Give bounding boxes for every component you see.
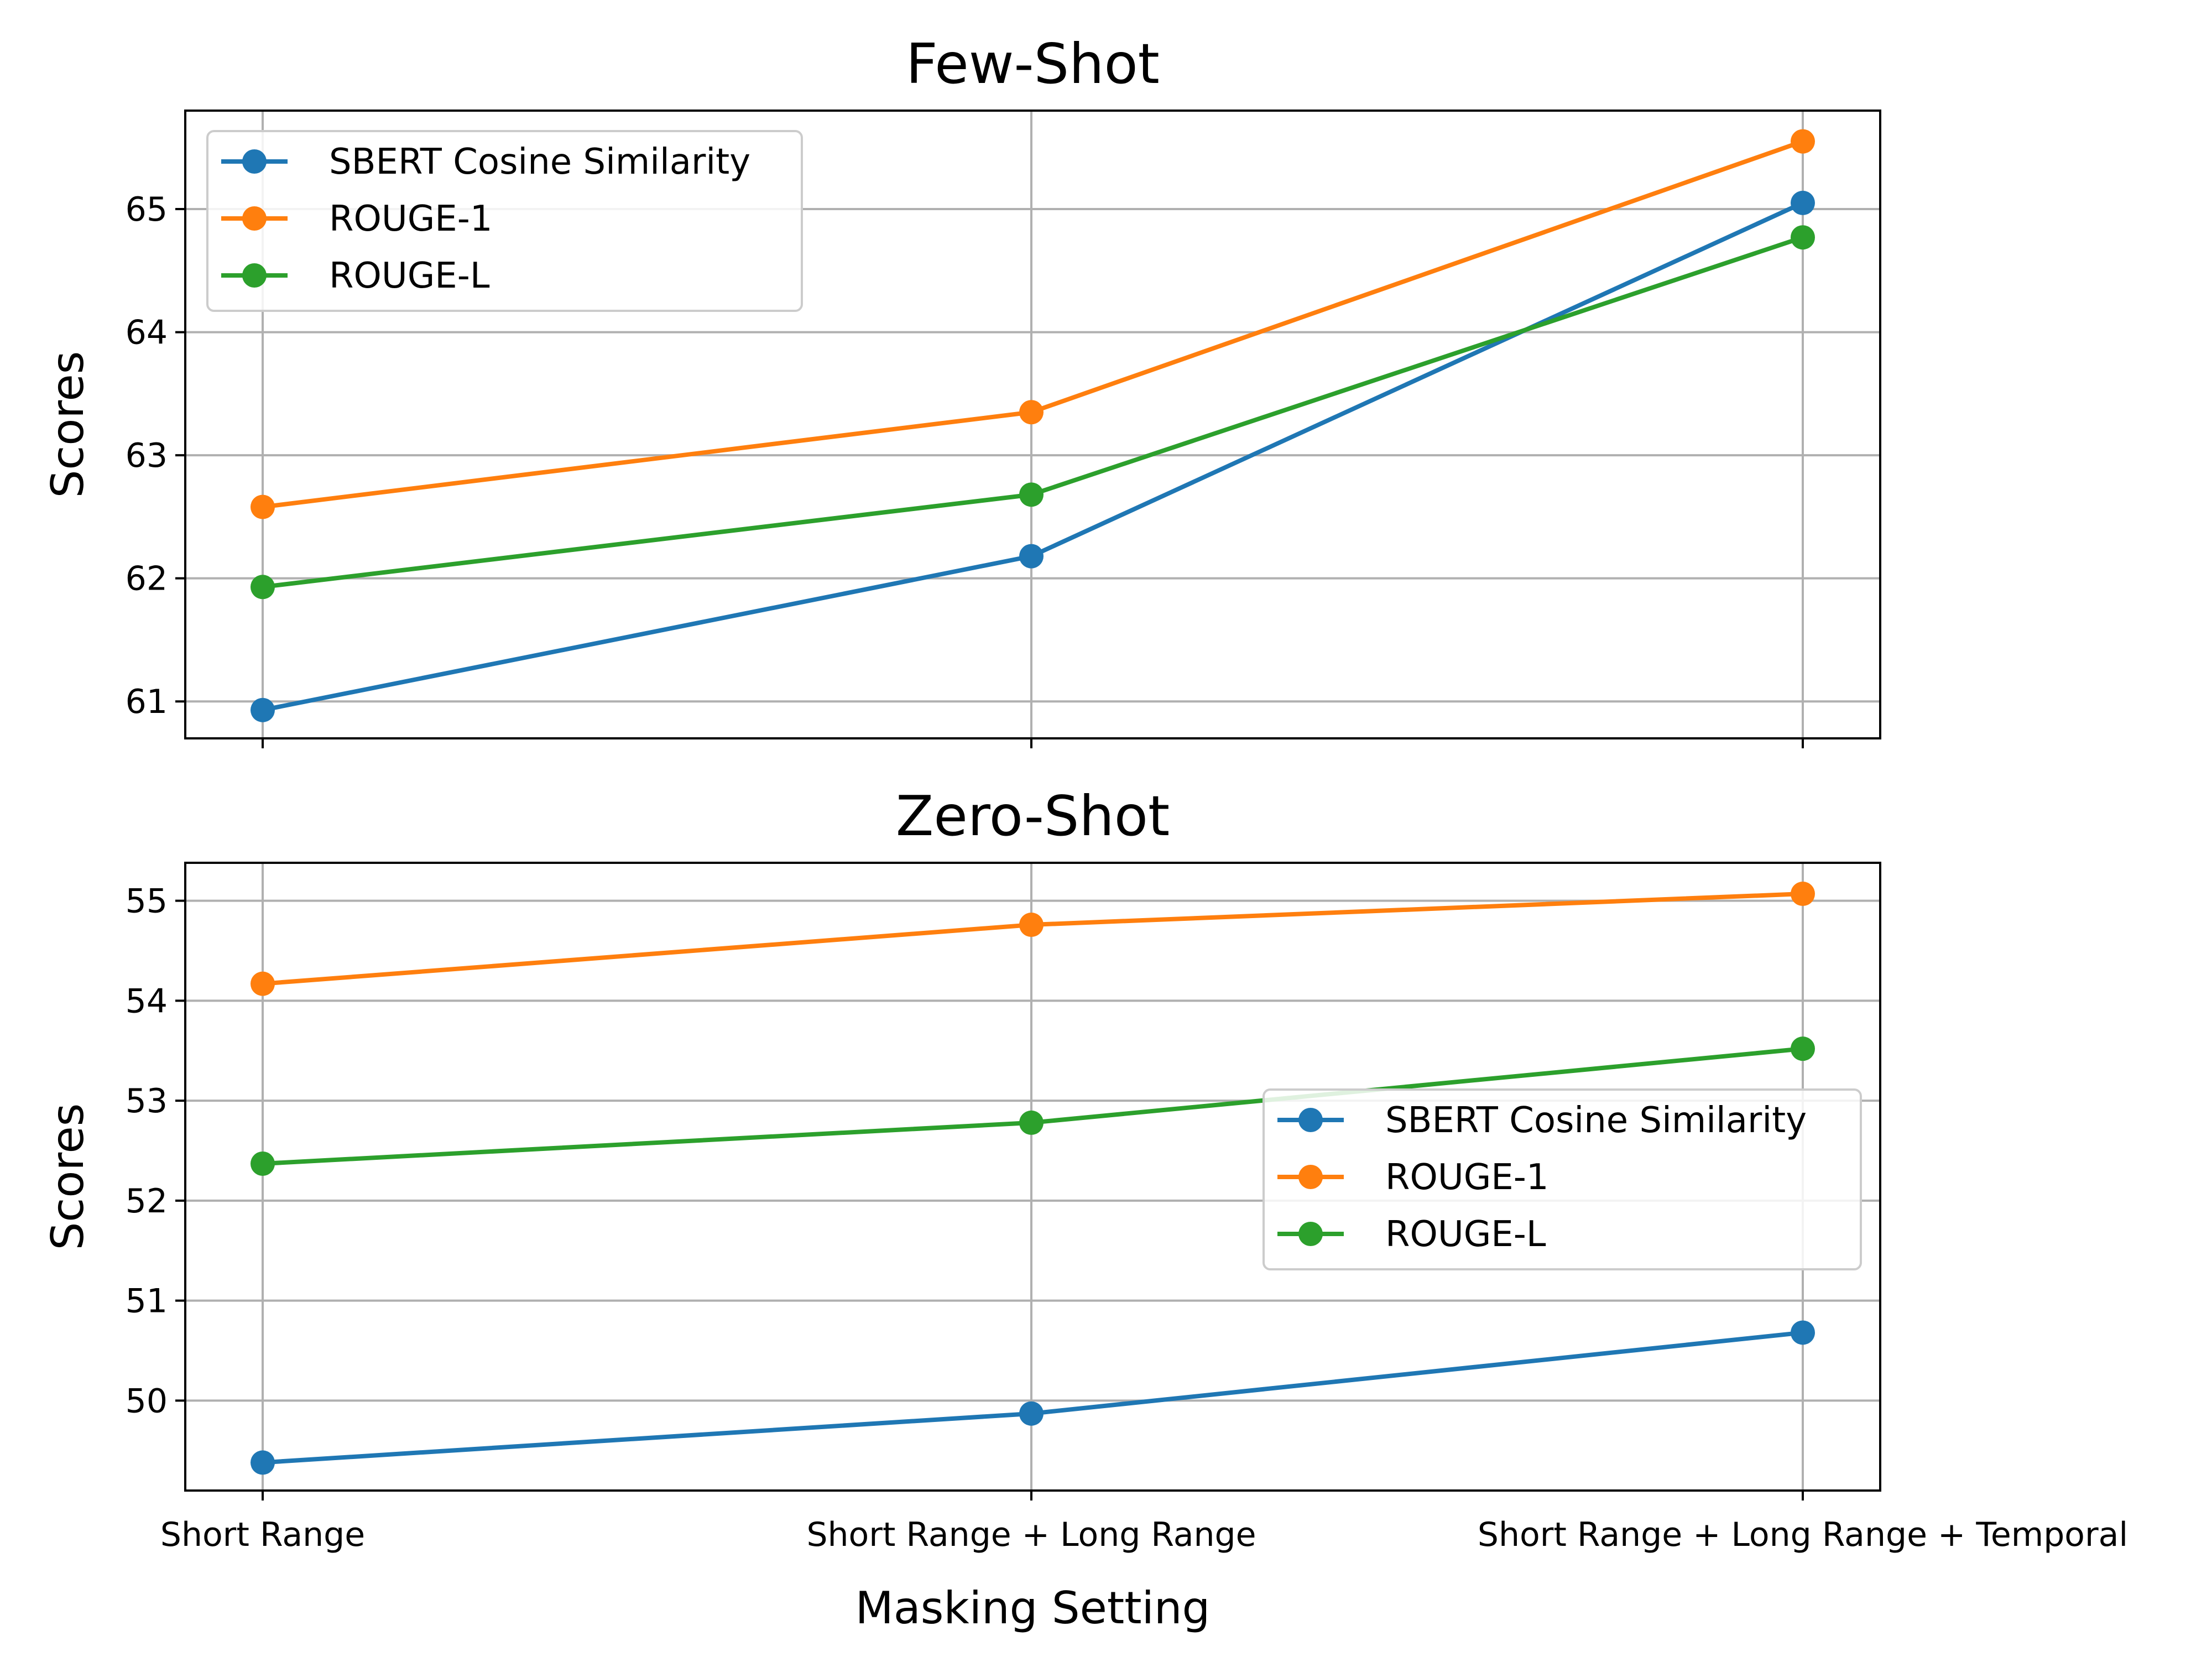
legend-marker — [1298, 1165, 1323, 1189]
chart-panel-2: 50 51 52 53 54 55 Short Range Short Range + Lon… — [42, 784, 2128, 1634]
legend: SBERT Cosine Similarity ROUGE-1 ROUGE-L — [1262, 1088, 1862, 1270]
data-point — [1791, 1036, 1815, 1061]
legend-label: ROUGE-L — [1385, 1214, 1546, 1255]
x-tick-label: Short Range + Long Range — [806, 1515, 1256, 1554]
data-point — [1019, 913, 1044, 937]
data-point — [251, 494, 275, 519]
legend-label: SBERT Cosine Similarity — [1385, 1100, 1807, 1141]
data-point — [251, 575, 275, 600]
y-tick-label: 53 — [126, 1082, 168, 1121]
x-tick-label: Short Range — [160, 1515, 365, 1554]
x-axis-label: Masking Setting — [855, 1582, 1211, 1634]
y-tick-label: 61 — [126, 682, 168, 721]
series-line — [262, 1330, 1803, 1465]
series-line — [262, 892, 1803, 986]
y-tick-label: 54 — [126, 982, 168, 1020]
chart-title: Zero-Shot — [896, 784, 1170, 848]
data-point — [1791, 1320, 1815, 1345]
data-point — [251, 1152, 275, 1176]
x-tick-label: Short Range + Long Range + Temporal — [1478, 1515, 2128, 1554]
legend-marker — [242, 263, 267, 288]
axes-frame — [184, 862, 1881, 1492]
data-point — [1019, 482, 1044, 507]
data-point — [251, 971, 275, 996]
axes-frame — [184, 110, 1881, 739]
legend-box — [1262, 1088, 1862, 1270]
y-tick-label: 52 — [126, 1182, 168, 1221]
legend-marker — [242, 149, 267, 174]
legend-marker — [1298, 1108, 1323, 1132]
data-point — [1019, 544, 1044, 569]
y-axis-label: Scores — [42, 351, 93, 498]
legend-box — [206, 130, 803, 312]
y-tick-label: 65 — [126, 190, 168, 229]
legend-label: SBERT Cosine Similarity — [329, 142, 750, 183]
data-point — [1791, 190, 1815, 215]
legend: SBERT Cosine Similarity ROUGE-1 ROUGE-L — [206, 130, 803, 312]
data-point — [1019, 1401, 1044, 1426]
y-axis-label: Scores — [42, 1103, 93, 1251]
y-tick-label: 50 — [126, 1382, 168, 1420]
chart-panel-1: 61 62 63 64 65 Few-Shot Scores SBERT Cosine Sim… — [42, 32, 1881, 748]
chart-title: Few-Shot — [906, 32, 1160, 96]
legend-marker — [242, 206, 267, 231]
data-point — [1019, 400, 1044, 425]
y-tick-label: 64 — [126, 314, 168, 352]
y-tick-label: 62 — [126, 560, 168, 598]
y-tick-label: 55 — [126, 882, 168, 921]
data-point — [251, 697, 275, 722]
data-point — [251, 1450, 275, 1475]
legend-label: ROUGE-L — [329, 256, 490, 296]
data-point — [1791, 225, 1815, 250]
legend-marker — [1298, 1222, 1323, 1246]
data-point — [1791, 882, 1815, 906]
y-tick-label: 51 — [126, 1282, 168, 1321]
legend-label: ROUGE-1 — [1385, 1157, 1549, 1198]
legend-label: ROUGE-1 — [329, 199, 493, 239]
data-point — [1019, 1110, 1044, 1135]
data-point — [1791, 129, 1815, 154]
y-tick-label: 63 — [126, 436, 168, 475]
